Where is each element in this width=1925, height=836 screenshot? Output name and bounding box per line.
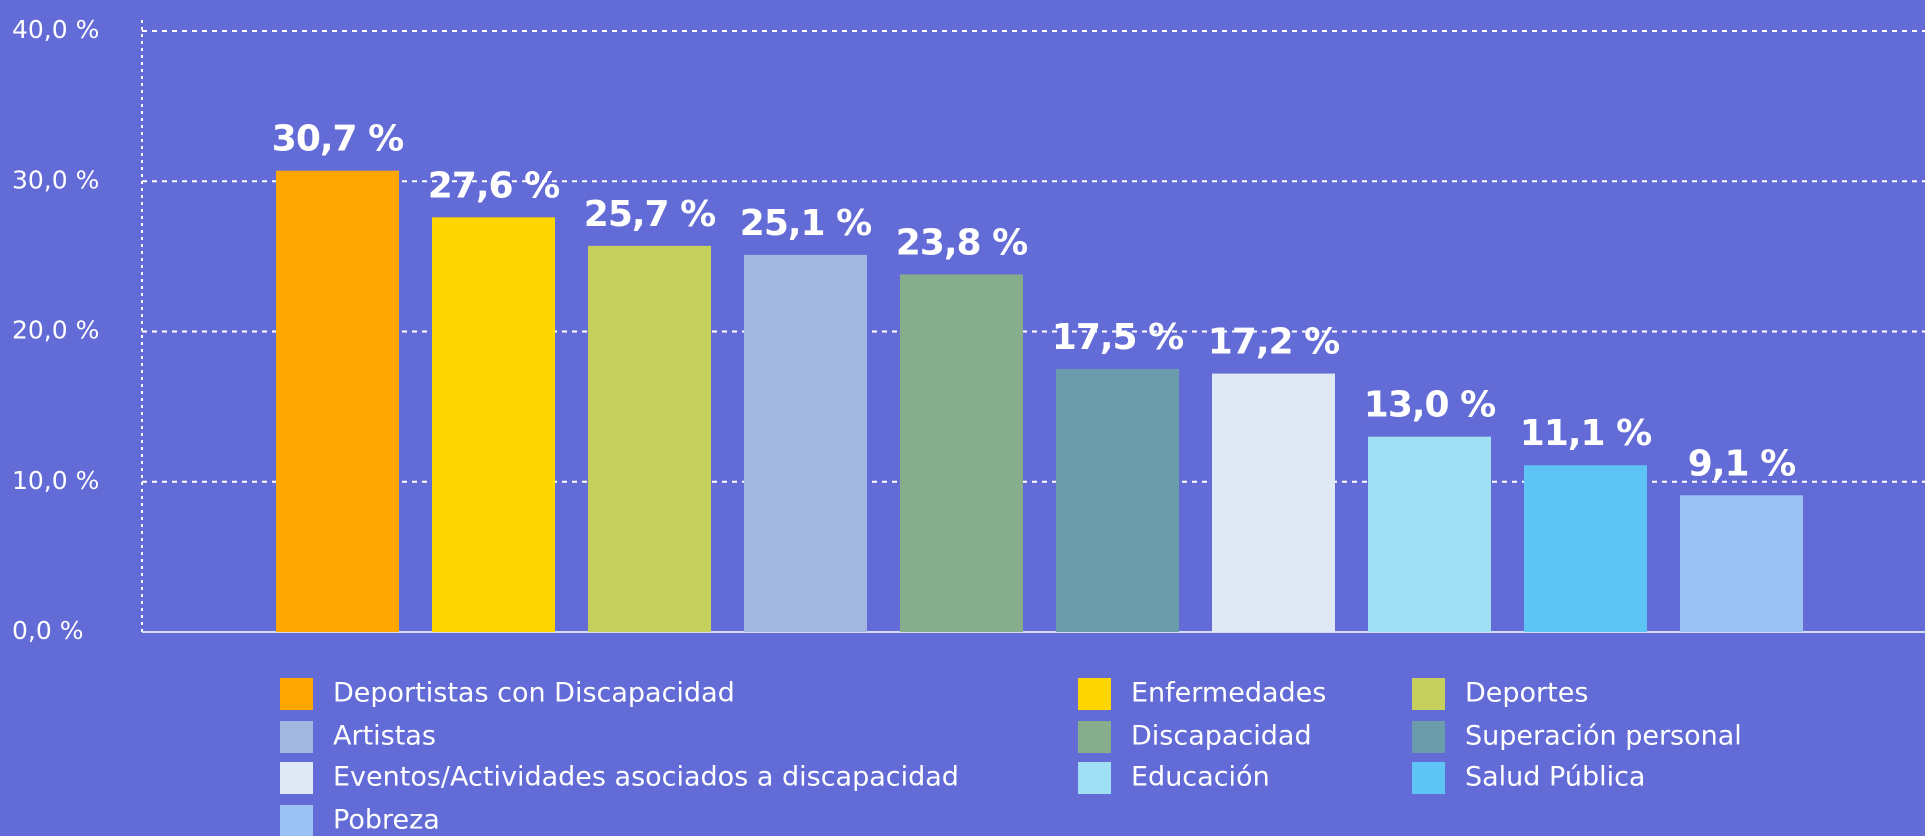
legend-label: Artistas: [333, 721, 436, 752]
legend-label: Superación personal: [1465, 721, 1742, 752]
bar: [744, 254, 867, 632]
bar: [276, 170, 399, 633]
value-label: 23,8 %: [896, 222, 1027, 263]
legend-swatch: [280, 721, 313, 753]
bar: [1680, 495, 1803, 632]
legend-swatch: [280, 762, 313, 794]
legend-label: Pobreza: [333, 805, 440, 836]
value-label: 13,0 %: [1364, 385, 1495, 426]
y-tick-label: 40,0 %: [12, 15, 99, 44]
bar: [900, 274, 1023, 632]
legend-label: Eventos/Actividades asociados a discapac…: [333, 762, 959, 793]
legend-label: Salud Pública: [1465, 762, 1645, 793]
bar: [588, 245, 711, 633]
value-label: 17,2 %: [1208, 322, 1339, 363]
legend-swatch: [1412, 762, 1445, 794]
legend-label: Deportes: [1465, 678, 1588, 709]
bar: [1524, 465, 1647, 632]
legend-swatch: [1078, 762, 1111, 794]
value-label: 11,1 %: [1520, 413, 1651, 454]
bar: [1368, 436, 1491, 632]
bar: [1212, 373, 1335, 632]
value-label: 25,7 %: [584, 194, 715, 235]
bar: [1056, 369, 1179, 632]
legend-swatch: [1078, 678, 1111, 710]
legend-label: Educación: [1131, 762, 1270, 793]
y-tick-label: 20,0 %: [12, 316, 99, 345]
legend-swatch: [1078, 721, 1111, 753]
bar: [432, 217, 555, 632]
legend-swatch: [280, 805, 313, 836]
legend-swatch: [280, 678, 313, 710]
legend-label: Deportistas con Discapacidad: [333, 678, 735, 709]
value-label: 9,1 %: [1688, 443, 1795, 484]
value-label: 17,5 %: [1052, 317, 1183, 358]
value-label: 27,6 %: [428, 165, 559, 206]
legend-swatch: [1412, 678, 1445, 710]
y-tick-label: 30,0 %: [12, 165, 99, 194]
legend-swatch: [1412, 721, 1445, 753]
y-tick-label: 0,0 %: [12, 616, 83, 645]
y-tick-label: 10,0 %: [12, 466, 99, 495]
value-label: 25,1 %: [740, 203, 871, 244]
legend-label: Discapacidad: [1131, 721, 1312, 752]
legend-label: Enfermedades: [1131, 678, 1326, 709]
value-label: 30,7 %: [272, 119, 403, 160]
